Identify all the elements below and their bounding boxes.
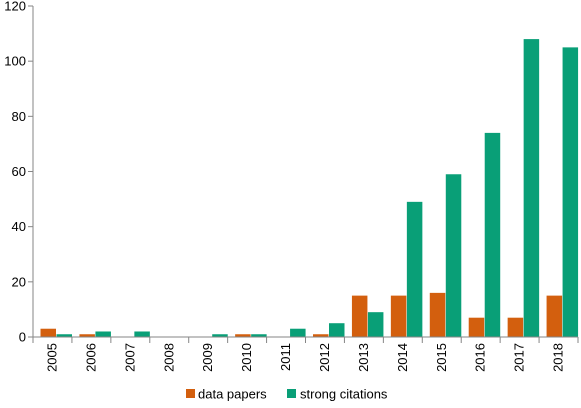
bar-strong-citations-2009 <box>212 334 228 337</box>
bar-data-papers-2018 <box>546 295 563 337</box>
bar-strong-citations-2006 <box>95 331 111 337</box>
legend: data papers strong citations <box>186 387 388 402</box>
x-tick-label: 2013 <box>356 343 371 372</box>
x-tick-label: 2008 <box>161 343 176 372</box>
bar-strong-citations-2007 <box>134 331 150 337</box>
x-tick-label: 2014 <box>395 343 410 372</box>
bars-group <box>40 39 579 337</box>
legend-swatch <box>287 389 296 398</box>
x-tick-label: 2012 <box>317 343 332 372</box>
x-tick-label: 2011 <box>278 343 293 371</box>
x-tick-label: 2016 <box>473 343 488 372</box>
y-tick-label: 40 <box>12 219 26 234</box>
bar-data-papers-2017 <box>507 317 524 337</box>
y-tick-label: 0 <box>19 330 26 345</box>
bar-strong-citations-2005 <box>56 334 72 337</box>
bar-strong-citations-2014 <box>406 201 423 337</box>
bar-data-papers-2006 <box>79 334 95 337</box>
bar-strong-citations-2013 <box>367 312 384 337</box>
bar-strong-citations-2016 <box>484 132 501 337</box>
legend-swatch <box>186 389 195 398</box>
y-tick-label: 80 <box>12 109 26 124</box>
bar-strong-citations-2017 <box>523 39 540 337</box>
bar-strong-citations-2015 <box>445 174 462 337</box>
x-tick-label: 2009 <box>200 343 215 372</box>
bar-strong-citations-2010 <box>251 334 267 337</box>
bar-data-papers-2012 <box>313 334 329 337</box>
legend-label: data papers <box>198 387 267 402</box>
y-tick-label: 100 <box>4 54 26 69</box>
bar-data-papers-2016 <box>468 317 485 337</box>
y-tick-label: 120 <box>4 0 26 14</box>
x-axis-ticks: 2005 2006 2007 2008 2009 2010 2011 2012 2013 2014… <box>32 337 579 372</box>
legend-label: strong citations <box>300 387 388 402</box>
bar-data-papers-2013 <box>351 295 368 337</box>
y-tick-label: 60 <box>12 164 26 179</box>
y-axis-ticks: 0 20 40 60 80 100 120 <box>4 0 33 345</box>
x-tick-label: 2006 <box>83 343 98 372</box>
x-tick-label: 2018 <box>551 343 566 372</box>
x-tick-label: 2010 <box>239 343 254 372</box>
x-tick-label: 2007 <box>122 343 137 372</box>
bar-data-papers-2010 <box>235 334 251 337</box>
bar-data-papers-2014 <box>390 295 407 337</box>
bar-data-papers-2005 <box>40 328 56 337</box>
bar-strong-citations-2011 <box>290 328 306 337</box>
y-tick-label: 20 <box>12 274 26 289</box>
bar-data-papers-2015 <box>429 292 446 337</box>
bar-strong-citations-2018 <box>562 47 579 337</box>
x-tick-label: 2015 <box>434 343 449 372</box>
bar-strong-citations-2012 <box>329 323 345 337</box>
x-tick-label: 2017 <box>512 343 527 372</box>
x-tick-label: 2005 <box>44 343 59 372</box>
